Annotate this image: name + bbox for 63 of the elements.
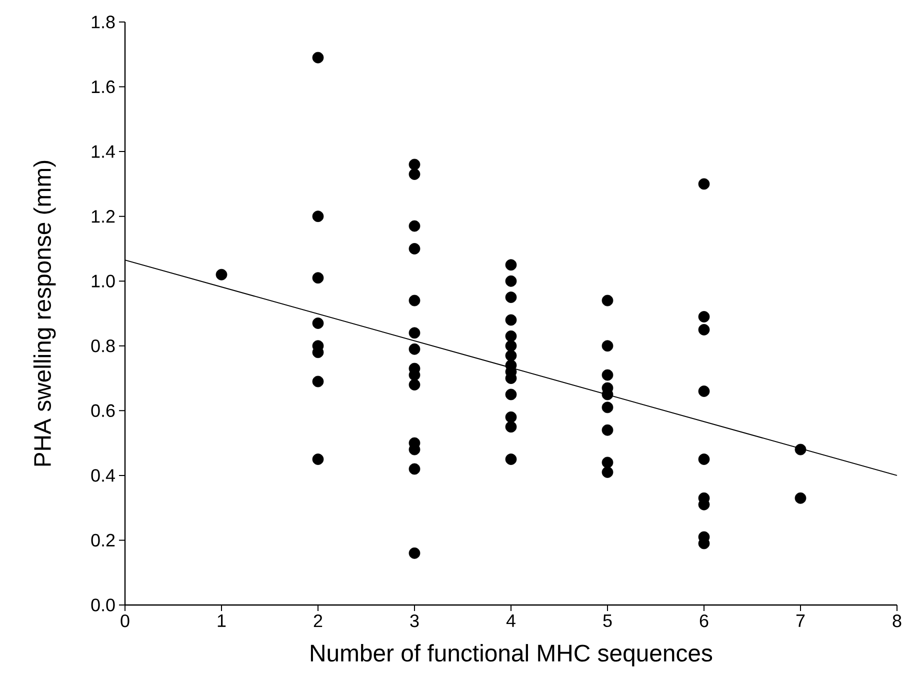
x-tick-label: 8: [892, 614, 902, 628]
point: [312, 210, 324, 222]
point: [602, 294, 614, 306]
point: [408, 243, 420, 254]
point: [408, 463, 420, 475]
point: [505, 388, 517, 400]
x-tick-label: 5: [603, 614, 612, 628]
point: [216, 268, 228, 280]
point: [602, 466, 614, 478]
point: [602, 402, 614, 414]
point: [505, 259, 517, 271]
point: [408, 294, 420, 306]
point: [408, 547, 420, 559]
point: [602, 340, 614, 352]
point: [505, 314, 517, 326]
point: [312, 272, 324, 284]
point: [408, 343, 420, 355]
x-tick-label: 4: [506, 614, 516, 627]
point: [408, 158, 420, 170]
point: [312, 52, 324, 64]
y-tick-label: 0.8: [91, 340, 115, 352]
point: [312, 376, 324, 388]
x-tick-label: 0: [120, 614, 130, 628]
point: [505, 275, 517, 287]
point: [698, 324, 710, 336]
x-tick-label: 7: [796, 614, 805, 627]
y-axis-title: PHA swelling response (mm): [33, 160, 56, 466]
point: [505, 411, 517, 423]
point: [794, 444, 806, 456]
y-tick-label: 1.4: [92, 145, 115, 158]
x-tick-label: 1: [218, 614, 226, 627]
point: [505, 340, 517, 352]
point: [505, 454, 517, 465]
point: [698, 454, 710, 465]
y-tick-label: 1.2: [92, 210, 115, 223]
y-tick-label: 0.6: [91, 404, 115, 418]
point: [408, 220, 420, 232]
point: [505, 421, 517, 433]
point: [408, 327, 420, 339]
point: [505, 350, 517, 362]
x-tick-label: 6: [700, 614, 708, 628]
x-tick-label: 3: [410, 614, 419, 628]
x-tick-label: 2: [314, 614, 322, 628]
y-tick-label: 1.0: [92, 274, 115, 288]
point: [698, 386, 710, 397]
point: [505, 330, 517, 342]
point: [698, 178, 710, 190]
point: [698, 311, 710, 322]
point: [602, 424, 614, 436]
y-tick-label: 0.0: [91, 598, 115, 612]
y-tick-label: 1.8: [92, 16, 115, 28]
point: [408, 379, 420, 390]
y-tick-label: 0.2: [91, 534, 115, 547]
y-tick-label: 1.6: [92, 80, 115, 94]
point: [602, 456, 614, 468]
point: [505, 292, 517, 304]
point: [794, 492, 806, 504]
x-axis-title: Number of functional MHC sequences: [310, 644, 712, 666]
point: [312, 454, 324, 465]
point: [602, 369, 614, 381]
y-tick-label: 0.4: [91, 469, 115, 482]
point: [312, 318, 324, 329]
point: [408, 168, 420, 180]
